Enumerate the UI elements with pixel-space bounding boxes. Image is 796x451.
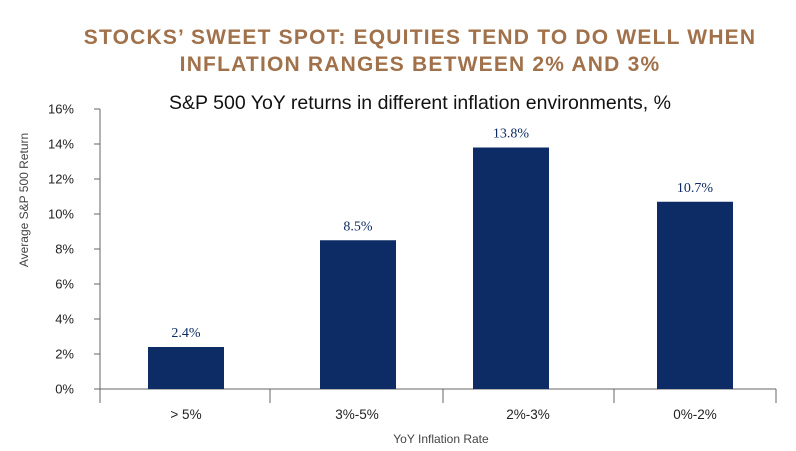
headline-line-1: STOCKS’ SWEET SPOT: EQUITIES TEND TO DO … <box>84 26 757 49</box>
bar <box>657 201 733 389</box>
x-tick-label: 3%-5% <box>335 407 379 422</box>
bar-value-label: 2.4% <box>171 326 201 341</box>
y-tick-label: 10% <box>48 207 74 222</box>
x-axis-title: YoY Inflation Rate <box>393 432 489 446</box>
y-tick-label: 12% <box>48 172 74 187</box>
y-tick-label: 8% <box>55 242 74 257</box>
data-labels: 2.4% 8.5% 13.8% 10.7% <box>171 127 713 342</box>
plot-area: 0% 2% 4% 6% 8% 10% 12% 14% 16% > 5% 3%-5% 2%-3% 0%-… <box>48 102 777 422</box>
x-tick-label: > 5% <box>170 407 201 422</box>
y-tick-label: 6% <box>55 277 74 292</box>
y-tick-label: 16% <box>48 102 74 117</box>
y-axis-title: Average S&P 500 Return <box>17 133 31 267</box>
bar <box>148 347 224 389</box>
y-tick-label: 14% <box>48 137 74 152</box>
bar-value-label: 8.5% <box>343 219 373 234</box>
headline-line-2: INFLATION RANGES BETWEEN 2% AND 3% <box>180 53 661 76</box>
x-axis: > 5% 3%-5% 2%-3% 0%-2% <box>99 388 777 422</box>
x-tick-label: 2%-3% <box>506 407 550 422</box>
y-tick-label: 0% <box>55 382 74 397</box>
chart-title: S&P 500 YoY returns in different inflati… <box>169 92 671 114</box>
y-axis: 0% 2% 4% 6% 8% 10% 12% 14% 16% <box>48 102 101 397</box>
y-tick-label: 4% <box>55 312 74 327</box>
bar <box>320 240 396 389</box>
bar <box>473 147 549 389</box>
bar-value-label: 10.7% <box>677 181 714 196</box>
bar-value-label: 13.8% <box>493 127 530 142</box>
bars <box>148 147 733 389</box>
x-tick-label: 0%-2% <box>673 407 717 422</box>
y-tick-label: 2% <box>55 347 74 362</box>
